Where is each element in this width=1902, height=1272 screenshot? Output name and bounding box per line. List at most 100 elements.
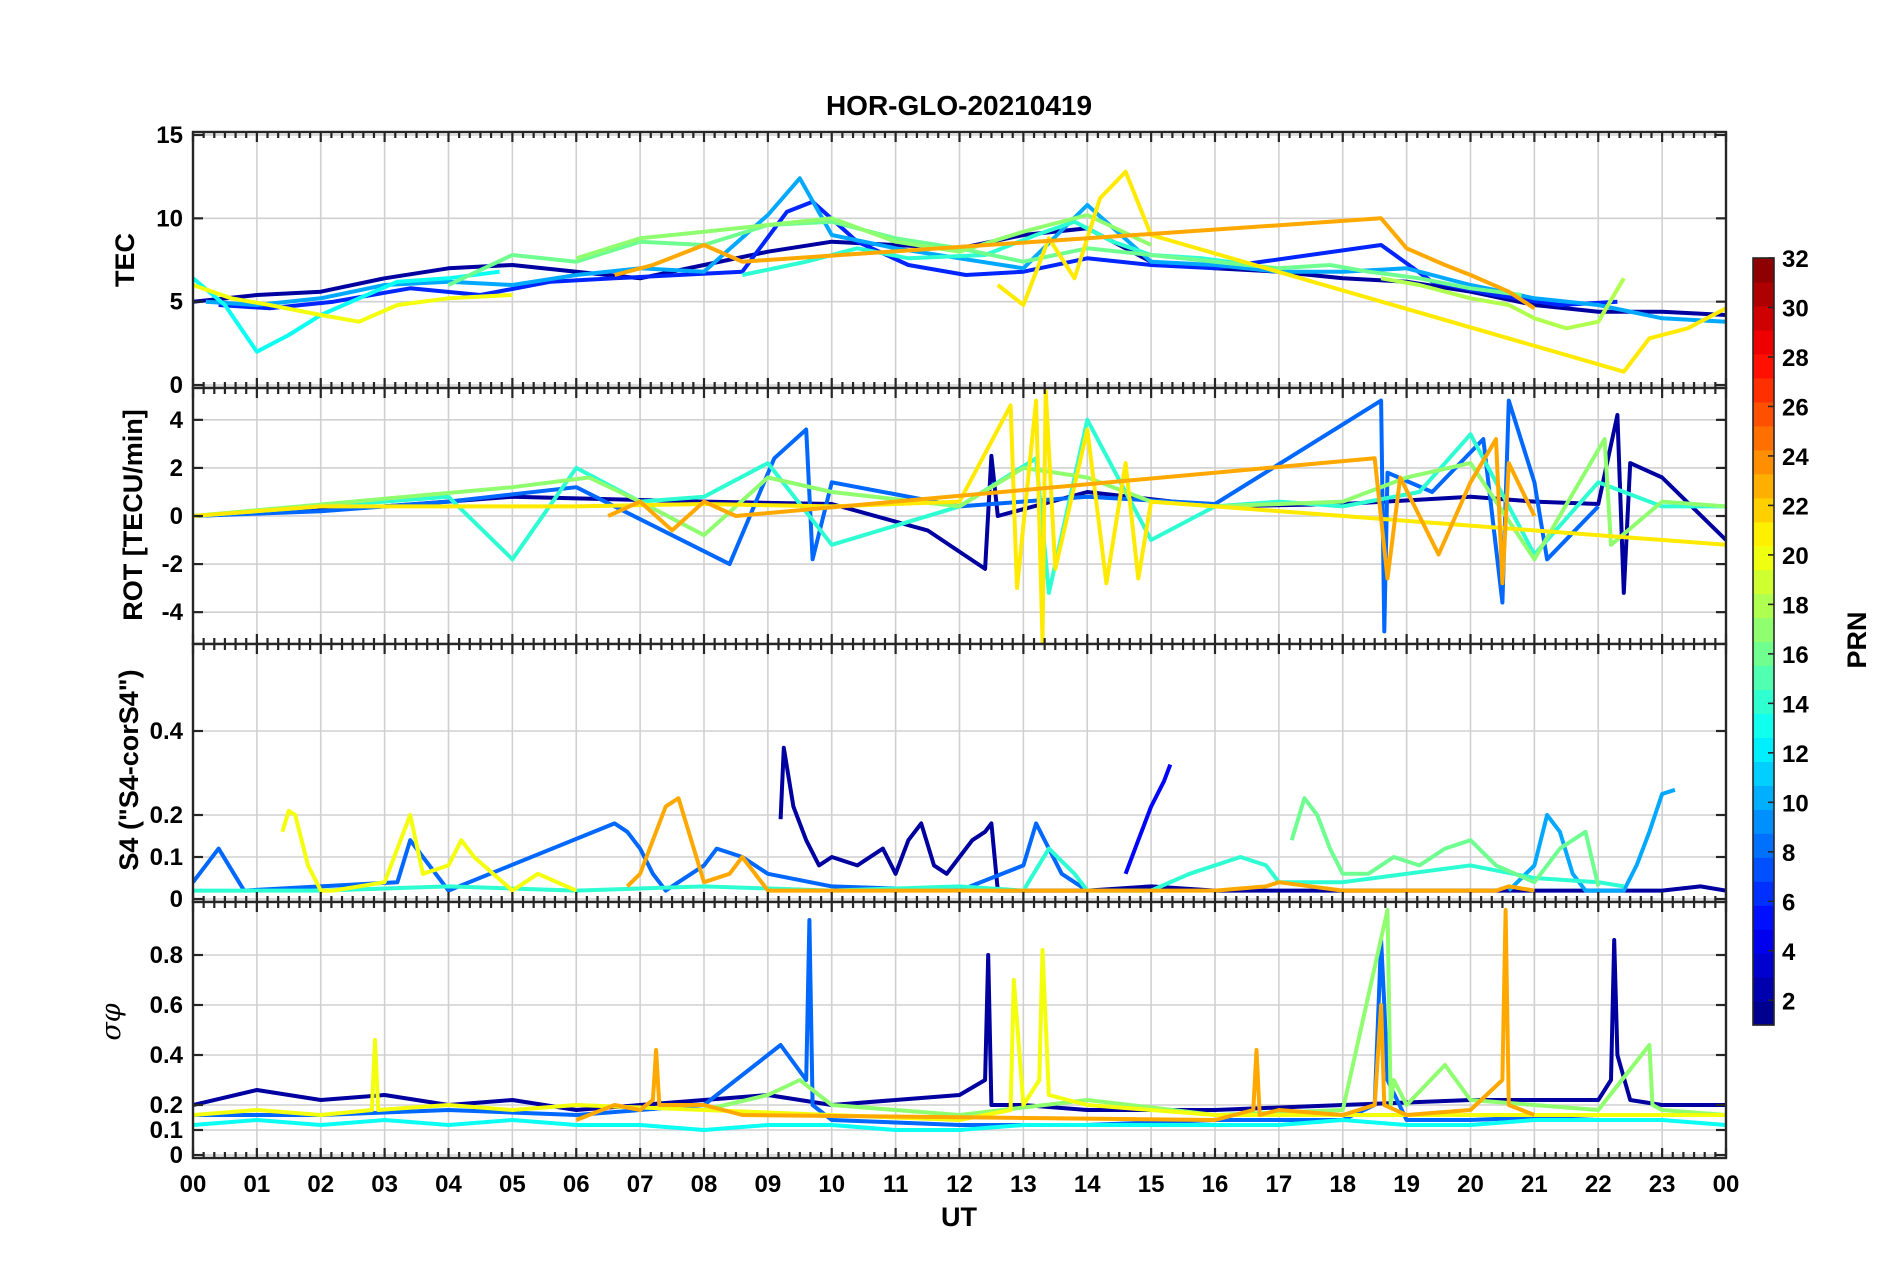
s4-y-axis-label: S4 ("S4-corS4") bbox=[114, 669, 144, 870]
colorbar-band bbox=[1753, 617, 1774, 643]
colorbar-band bbox=[1753, 258, 1774, 283]
colorbar-band bbox=[1753, 497, 1774, 523]
colorbar-band bbox=[1753, 305, 1774, 331]
series-line-prn-18 bbox=[1380, 276, 1626, 331]
tec-y-axis-label: TEC bbox=[110, 233, 140, 287]
colorbar-band bbox=[1753, 785, 1774, 810]
colorbar-band bbox=[1753, 521, 1774, 547]
colorbar-band bbox=[1753, 905, 1774, 930]
x-tick-label: 20 bbox=[1457, 1171, 1484, 1198]
y-tick-label: 15 bbox=[156, 122, 183, 149]
colorbar-band bbox=[1753, 545, 1774, 571]
x-axis-tick-labels: 00 01 02 03 04 05 06 07 08 09 10 11 12 13 14 15 16 17 18 19… bbox=[180, 1171, 1740, 1198]
colorbar-band bbox=[1753, 377, 1774, 403]
colorbar-band bbox=[1753, 473, 1774, 499]
chart-title: HOR-GLO-20210419 bbox=[826, 90, 1092, 121]
colorbar-tick-label: 14 bbox=[1782, 691, 1809, 718]
colorbar-band bbox=[1753, 857, 1774, 882]
colorbar-band bbox=[1753, 737, 1774, 762]
y-tick-label: 0.4 bbox=[150, 718, 184, 745]
x-tick-label: 02 bbox=[307, 1171, 334, 1198]
sigma-phi-y-axis-label: σφ bbox=[96, 1003, 127, 1040]
colorbar-band bbox=[1753, 329, 1774, 355]
series-line-prn-16 bbox=[447, 219, 1522, 297]
series-line-prn-23 bbox=[625, 796, 1535, 893]
y-tick-label: 5 bbox=[170, 289, 183, 316]
x-tick-label: 19 bbox=[1393, 1171, 1420, 1198]
x-tick-label: 21 bbox=[1521, 1171, 1548, 1198]
series-line-prn-17 bbox=[575, 213, 1152, 261]
x-tick-label: 11 bbox=[883, 1171, 908, 1198]
series-line-prn-13 bbox=[193, 1118, 1726, 1132]
colorbar-frame bbox=[1752, 257, 1775, 1026]
colorbar-band bbox=[1753, 401, 1774, 427]
x-tick-label: 07 bbox=[627, 1171, 654, 1198]
series-line-prn-10 bbox=[1507, 787, 1676, 893]
colorbar-tick-label: 12 bbox=[1782, 741, 1809, 768]
colorbar-tick-label: 32 bbox=[1782, 246, 1809, 273]
y-tick-label: 0.1 bbox=[150, 844, 183, 871]
series-line-prn-14 bbox=[193, 417, 1726, 595]
colorbar-band bbox=[1753, 713, 1774, 738]
colorbar-band bbox=[1753, 881, 1774, 906]
colorbar-band bbox=[1753, 569, 1774, 595]
colorbar-tick-label: 10 bbox=[1782, 790, 1809, 817]
colorbar-band bbox=[1753, 281, 1774, 307]
s4-panel: S4 ("S4-corS4") 0 0.1 0.2 0.4 bbox=[114, 642, 1728, 913]
series-line-prn-23 bbox=[614, 216, 1536, 310]
series-line-prn-2 bbox=[193, 938, 1726, 1112]
x-tick-label: 17 bbox=[1266, 1171, 1293, 1198]
colorbar-band bbox=[1753, 449, 1774, 475]
y-tick-label: 2 bbox=[170, 455, 183, 482]
series-line-prn-23 bbox=[575, 908, 1536, 1122]
colorbar-band bbox=[1753, 353, 1774, 379]
x-tick-label: 01 bbox=[244, 1171, 271, 1198]
colorbar-band bbox=[1753, 833, 1774, 858]
series-line-prn-21 bbox=[996, 169, 1726, 374]
colorbar-tick-label: 4 bbox=[1782, 939, 1796, 966]
series-line-prn-20 bbox=[280, 808, 578, 893]
x-tick-label: 04 bbox=[435, 1171, 462, 1198]
colorbar-band bbox=[1753, 977, 1774, 1002]
colorbar-band bbox=[1753, 593, 1774, 619]
rot-y-axis-label: ROT [TECU/min] bbox=[118, 409, 148, 620]
series-line-prn-17 bbox=[193, 437, 1726, 562]
colorbar-tick-label: 16 bbox=[1782, 642, 1809, 669]
y-tick-label: 0.4 bbox=[150, 1042, 184, 1069]
colorbar-band bbox=[1753, 641, 1774, 667]
x-tick-label: 03 bbox=[371, 1171, 398, 1198]
series-line-prn-23 bbox=[607, 437, 1537, 586]
y-tick-label: 0 bbox=[170, 372, 183, 399]
colorbar-band bbox=[1753, 953, 1774, 978]
x-tick-label: 16 bbox=[1202, 1171, 1229, 1198]
series-line-prn-17 bbox=[703, 908, 1726, 1117]
y-tick-label: 0.2 bbox=[150, 802, 183, 829]
colorbar-band bbox=[1753, 929, 1774, 954]
x-tick-label: 15 bbox=[1138, 1171, 1165, 1198]
colorbar-band bbox=[1753, 809, 1774, 834]
axes-frame bbox=[191, 900, 1728, 1160]
y-tick-label: 0.1 bbox=[150, 1117, 183, 1144]
x-tick-label: 10 bbox=[818, 1171, 845, 1198]
y-tick-label: 4 bbox=[170, 407, 184, 434]
colorbar-tick-label: 30 bbox=[1782, 295, 1809, 322]
x-axis-label: UT bbox=[941, 1202, 977, 1232]
x-tick-label: 14 bbox=[1074, 1171, 1101, 1198]
colorbar-band bbox=[1753, 761, 1774, 786]
series-line-prn-10 bbox=[205, 176, 1726, 324]
colorbar-tick-label: 18 bbox=[1782, 592, 1809, 619]
tec-panel: TEC 0 5 10 15 bbox=[110, 122, 1728, 399]
colorbar-band bbox=[1753, 665, 1774, 691]
x-tick-label: 13 bbox=[1010, 1171, 1037, 1198]
series-line-prn-20 bbox=[193, 283, 513, 324]
series-line-prn-5 bbox=[1123, 763, 1173, 875]
y-tick-label: 0 bbox=[170, 1142, 183, 1169]
x-tick-label: 23 bbox=[1649, 1171, 1676, 1198]
colorbar-tick-label: 20 bbox=[1782, 543, 1809, 570]
x-tick-label: 22 bbox=[1585, 1171, 1612, 1198]
y-tick-label: 0 bbox=[170, 503, 183, 530]
x-tick-label: 18 bbox=[1329, 1171, 1356, 1198]
x-tick-label: 00 bbox=[1713, 1171, 1740, 1198]
